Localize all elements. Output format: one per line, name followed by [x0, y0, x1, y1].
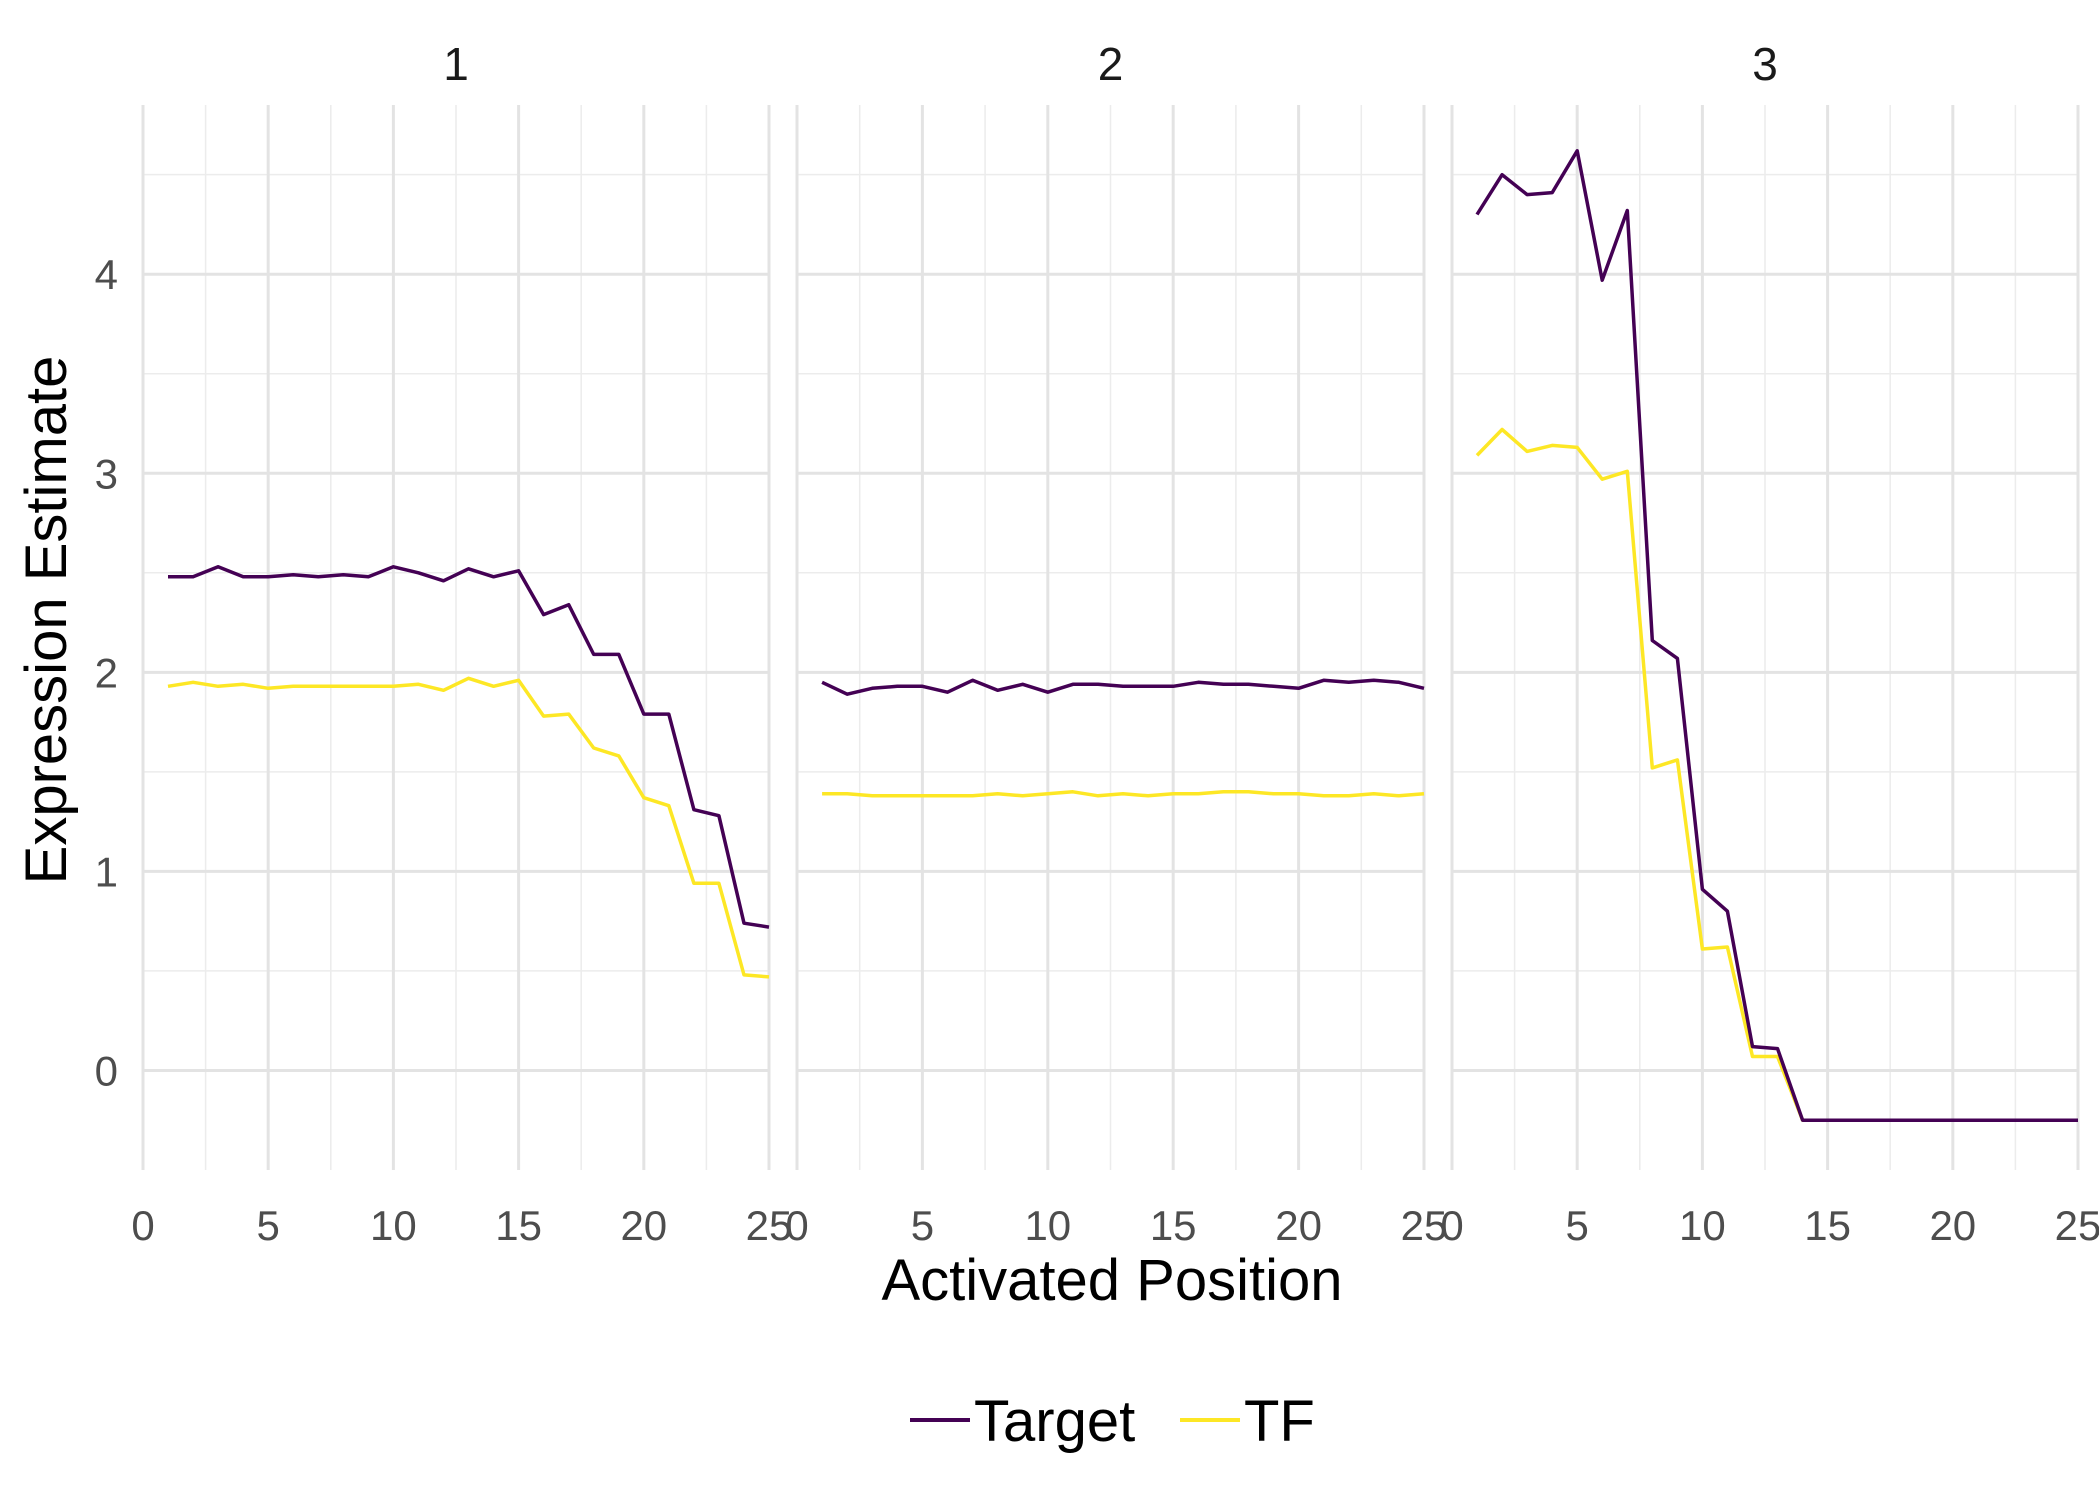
- x-tick-label: 15: [495, 1202, 542, 1249]
- x-tick-label: 5: [1566, 1202, 1589, 1249]
- x-tick-label: 20: [620, 1202, 667, 1249]
- lines-layer: [167, 149, 2078, 1122]
- x-tick-label: 10: [1024, 1202, 1071, 1249]
- x-tick-label: 20: [1929, 1202, 1976, 1249]
- x-axis-title: Activated Position: [881, 1248, 1342, 1313]
- legend-label: TF: [1244, 1389, 1315, 1454]
- x-tick-label: 25: [1401, 1202, 1448, 1249]
- y-tick-label: 2: [95, 649, 118, 696]
- x-tick-label: 0: [131, 1202, 154, 1249]
- x-tick-label: 20: [1275, 1202, 1322, 1249]
- y-axis-title: Expression Estimate: [14, 356, 79, 885]
- x-tick-label: 15: [1150, 1202, 1197, 1249]
- facet-title: 3: [1752, 38, 1778, 90]
- series-line-tf: [167, 676, 770, 979]
- legend-label: Target: [974, 1389, 1135, 1454]
- y-tick-label: 1: [95, 848, 118, 895]
- x-tick-label: 5: [257, 1202, 280, 1249]
- grid-layer: [141, 105, 2080, 1170]
- legend-item-target: Target: [910, 1389, 1135, 1454]
- y-tick-label: 4: [95, 251, 118, 298]
- x-tick-label: 0: [1440, 1202, 1463, 1249]
- legend: Target TF: [910, 1389, 1315, 1454]
- x-tick-label: 0: [785, 1202, 808, 1249]
- x-tick-label: 25: [746, 1202, 793, 1249]
- series-line-target: [168, 565, 770, 929]
- series-line-tf: [822, 790, 1425, 798]
- x-tick-label: 5: [911, 1202, 934, 1249]
- x-tick-label: 10: [1679, 1202, 1726, 1249]
- x-tick-label: 25: [2055, 1202, 2099, 1249]
- legend-item-tf: TF: [1180, 1389, 1315, 1454]
- x-tick-label: 10: [370, 1202, 417, 1249]
- facet-title: 2: [1098, 38, 1124, 90]
- series-line-target: [821, 678, 1425, 696]
- facet-title: 1: [443, 38, 469, 90]
- series-line-tf: [1475, 427, 2078, 1122]
- y-tick-label: 3: [95, 450, 118, 497]
- x-tick-label: 15: [1804, 1202, 1851, 1249]
- series-line-target: [1475, 149, 2078, 1122]
- y-tick-label: 0: [95, 1047, 118, 1094]
